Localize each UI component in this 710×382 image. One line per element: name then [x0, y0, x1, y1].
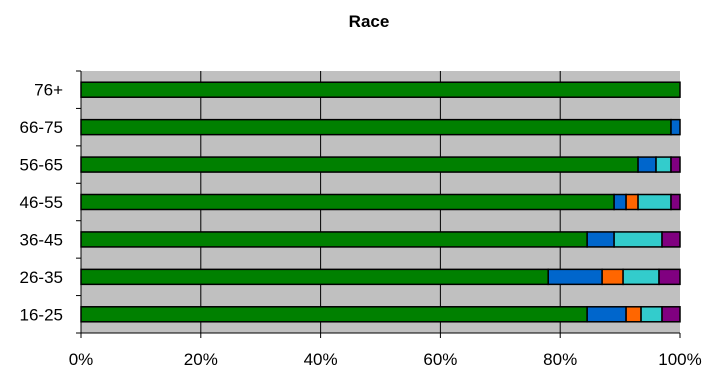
- bar-segment: [661, 306, 681, 323]
- bar-segment: [80, 306, 588, 323]
- bar-segment: [80, 193, 615, 211]
- x-tick-label: 60%: [423, 350, 457, 369]
- x-tick-label: 40%: [304, 350, 338, 369]
- plot-area: 0% 20% 40% 60% 80% 100% 76+ 66-75 56-65 46-55 36-4…: [20, 70, 702, 369]
- bar-segment: [637, 193, 672, 211]
- bar-segment: [670, 193, 681, 211]
- x-tick-label: 0%: [69, 350, 94, 369]
- x-tick-label: 100%: [658, 350, 701, 369]
- x-tick-label: 80%: [543, 350, 577, 369]
- category-label: 66-75: [20, 118, 63, 137]
- bar-segment: [622, 268, 660, 286]
- bar-segment: [658, 268, 681, 286]
- bar-segment: [80, 268, 549, 286]
- bar-segment: [625, 306, 642, 323]
- bar-segment: [655, 156, 672, 173]
- bar-segment: [637, 156, 657, 173]
- bar-segment: [601, 268, 624, 286]
- bar-segment: [80, 81, 681, 98]
- bar-segment: [547, 268, 603, 286]
- category-label: 76+: [34, 81, 63, 100]
- bar-segment: [613, 193, 627, 211]
- bar-segment: [80, 231, 588, 248]
- bar-segment: [80, 118, 672, 136]
- category-label: 36-45: [20, 230, 63, 249]
- category-label: 56-65: [20, 156, 63, 175]
- bar-segment: [586, 231, 615, 248]
- bar-segment: [586, 306, 627, 323]
- x-tick-label: 20%: [184, 350, 218, 369]
- bar-segment: [640, 306, 663, 323]
- bar-segment: [670, 118, 681, 136]
- bar-segment: [661, 231, 681, 248]
- bar-segment: [625, 193, 639, 211]
- category-label: 46-55: [20, 193, 63, 212]
- category-label: 16-25: [20, 305, 63, 324]
- chart-title: Race: [349, 12, 390, 31]
- category-label: 26-35: [20, 268, 63, 287]
- bar-segment: [613, 231, 663, 248]
- bar-segment: [80, 156, 639, 173]
- bar-segment: [670, 156, 681, 173]
